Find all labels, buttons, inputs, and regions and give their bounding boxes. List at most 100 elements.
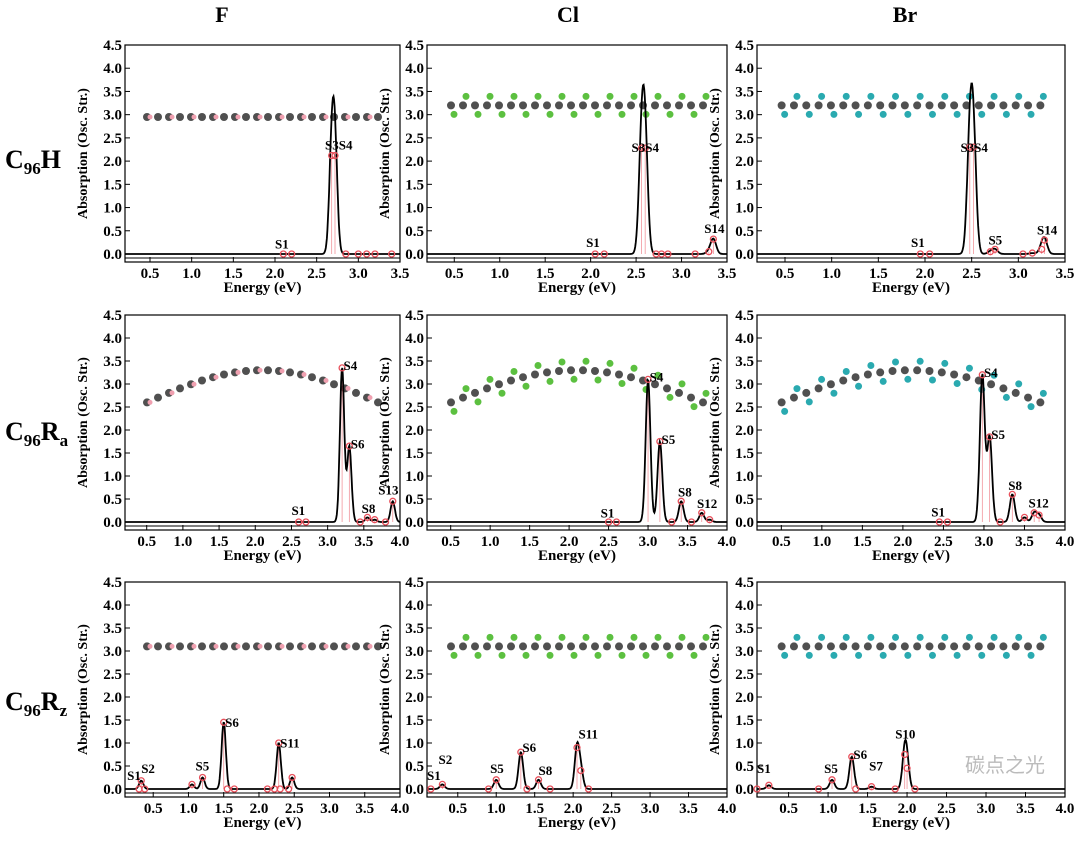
excited-state-point: [328, 151, 336, 160]
row-label: C96Rz: [5, 687, 68, 720]
carbon-atom: [925, 642, 934, 651]
y-tick-label: 4.0: [103, 331, 122, 347]
y-tick-label: 3.0: [735, 108, 754, 124]
excited-state-point: [1008, 490, 1016, 499]
y-tick-label: 4.0: [405, 331, 424, 347]
carbon-atom: [308, 112, 316, 121]
excited-state-point: [604, 518, 613, 526]
excited-state-point: [668, 518, 676, 526]
x-axis-label: Energy (eV): [872, 548, 950, 564]
excited-state-point: [753, 785, 761, 793]
panel-cl-3: 0.0 0.5 1.0 1.5 2.0 2.5 3.0 3.5 4.0 4.5 0.5 1.0 1.5 2…: [378, 575, 736, 831]
y-tick-label: 2.5: [735, 131, 754, 147]
excited-state-point: [677, 497, 685, 505]
cl-atom: [654, 371, 662, 379]
carbon-atom: [627, 642, 635, 651]
cl-atom: [474, 651, 482, 659]
br-atom: [892, 92, 900, 100]
x-tick-label: 3.5: [1056, 266, 1075, 282]
x-tick-label: 3.0: [977, 801, 996, 817]
x-tick-label: 2.0: [266, 266, 285, 282]
y-tick-label: 4.0: [103, 598, 122, 614]
cl-atom: [582, 633, 590, 641]
carbon-atom: [507, 642, 515, 651]
excited-state-point: [573, 743, 581, 752]
excited-state-point: [356, 518, 364, 526]
carbon-atom: [603, 101, 611, 110]
carbon-atom: [447, 101, 455, 110]
carbon-atom: [459, 393, 467, 402]
br-atom: [941, 359, 949, 367]
excited-state-point: [345, 442, 353, 450]
f-atom: [367, 643, 373, 649]
br-atom: [941, 633, 949, 641]
excited-state-point: [644, 375, 652, 384]
carbon-atom: [220, 112, 228, 121]
plot-frame: [756, 44, 1066, 263]
excited-state-point: [342, 250, 350, 258]
y-tick-label: 0.0: [103, 515, 122, 531]
x-tick-label: 1.5: [224, 266, 243, 282]
cl-atom: [522, 651, 530, 659]
carbon-atom: [675, 642, 683, 651]
x-tick-label: 1.5: [520, 534, 539, 550]
cl-atom: [642, 651, 650, 659]
carbon-atom: [176, 384, 184, 393]
excited-state-point: [867, 783, 876, 791]
carbon-atom: [1024, 393, 1033, 402]
excited-state-point: [279, 250, 287, 258]
y-tick-label: 1.0: [103, 201, 122, 217]
carbon-atom: [826, 642, 835, 651]
y-tick-label: 1.5: [735, 713, 754, 729]
state-label: S8: [539, 763, 553, 778]
br-atom: [978, 651, 986, 659]
br-atom: [1039, 92, 1047, 100]
br-atom: [1027, 403, 1035, 411]
excited-state-point: [828, 776, 836, 784]
panel-cl-1: 0.0 0.5 1.0 1.5 2.0 2.5 3.0 3.5 4.0 4.5 0.5 1.0 1.5 2…: [378, 38, 736, 296]
y-tick-label: 2.0: [405, 690, 424, 706]
y-tick-label: 0.5: [735, 224, 754, 240]
y-tick-label: 4.5: [103, 308, 122, 324]
x-tick-label: 1.0: [822, 266, 841, 282]
excited-state-point: [664, 250, 672, 258]
x-tick-label: 3.0: [639, 534, 658, 550]
br-atom: [904, 110, 912, 118]
x-tick-label: 1.5: [853, 534, 872, 550]
excited-state-point: [612, 518, 621, 526]
excited-state-point: [517, 748, 525, 756]
carbon-atom: [615, 101, 623, 110]
cl-atom: [618, 110, 626, 118]
f-atom: [301, 372, 307, 378]
y-tick-label: 1.5: [103, 713, 122, 729]
excited-state-point: [371, 250, 379, 258]
f-atom: [147, 643, 153, 649]
f-atom: [367, 395, 373, 401]
br-atom: [1039, 633, 1047, 641]
excited-state-point: [363, 513, 372, 522]
y-tick-label: 3.0: [405, 377, 424, 393]
x-tick-label: 2.0: [246, 534, 265, 550]
carbon-atom: [495, 642, 503, 651]
carbon-atom: [826, 101, 835, 110]
y-tick-label: 0.0: [103, 782, 122, 798]
carbon-atom: [519, 642, 527, 651]
br-atom: [879, 110, 887, 118]
x-tick-label: 1.5: [869, 266, 888, 282]
carbon-atom: [264, 112, 272, 121]
carbon-atom: [1036, 642, 1045, 651]
y-tick-label: 3.0: [103, 377, 122, 393]
cl-atom: [558, 633, 566, 641]
x-tick-label: 2.5: [962, 266, 981, 282]
f-atom: [345, 643, 351, 649]
cl-atom: [546, 377, 554, 385]
br-atom: [953, 380, 961, 388]
state-label: S13: [378, 482, 399, 497]
cl-atom: [462, 633, 470, 641]
y-tick-label: 1.0: [735, 469, 754, 485]
x-tick-label: 3.5: [678, 534, 697, 550]
molecule-structure: [447, 92, 710, 118]
y-tick-label: 1.5: [103, 446, 122, 462]
carbon-atom: [699, 101, 707, 110]
x-tick-label: 4.0: [1056, 801, 1075, 817]
